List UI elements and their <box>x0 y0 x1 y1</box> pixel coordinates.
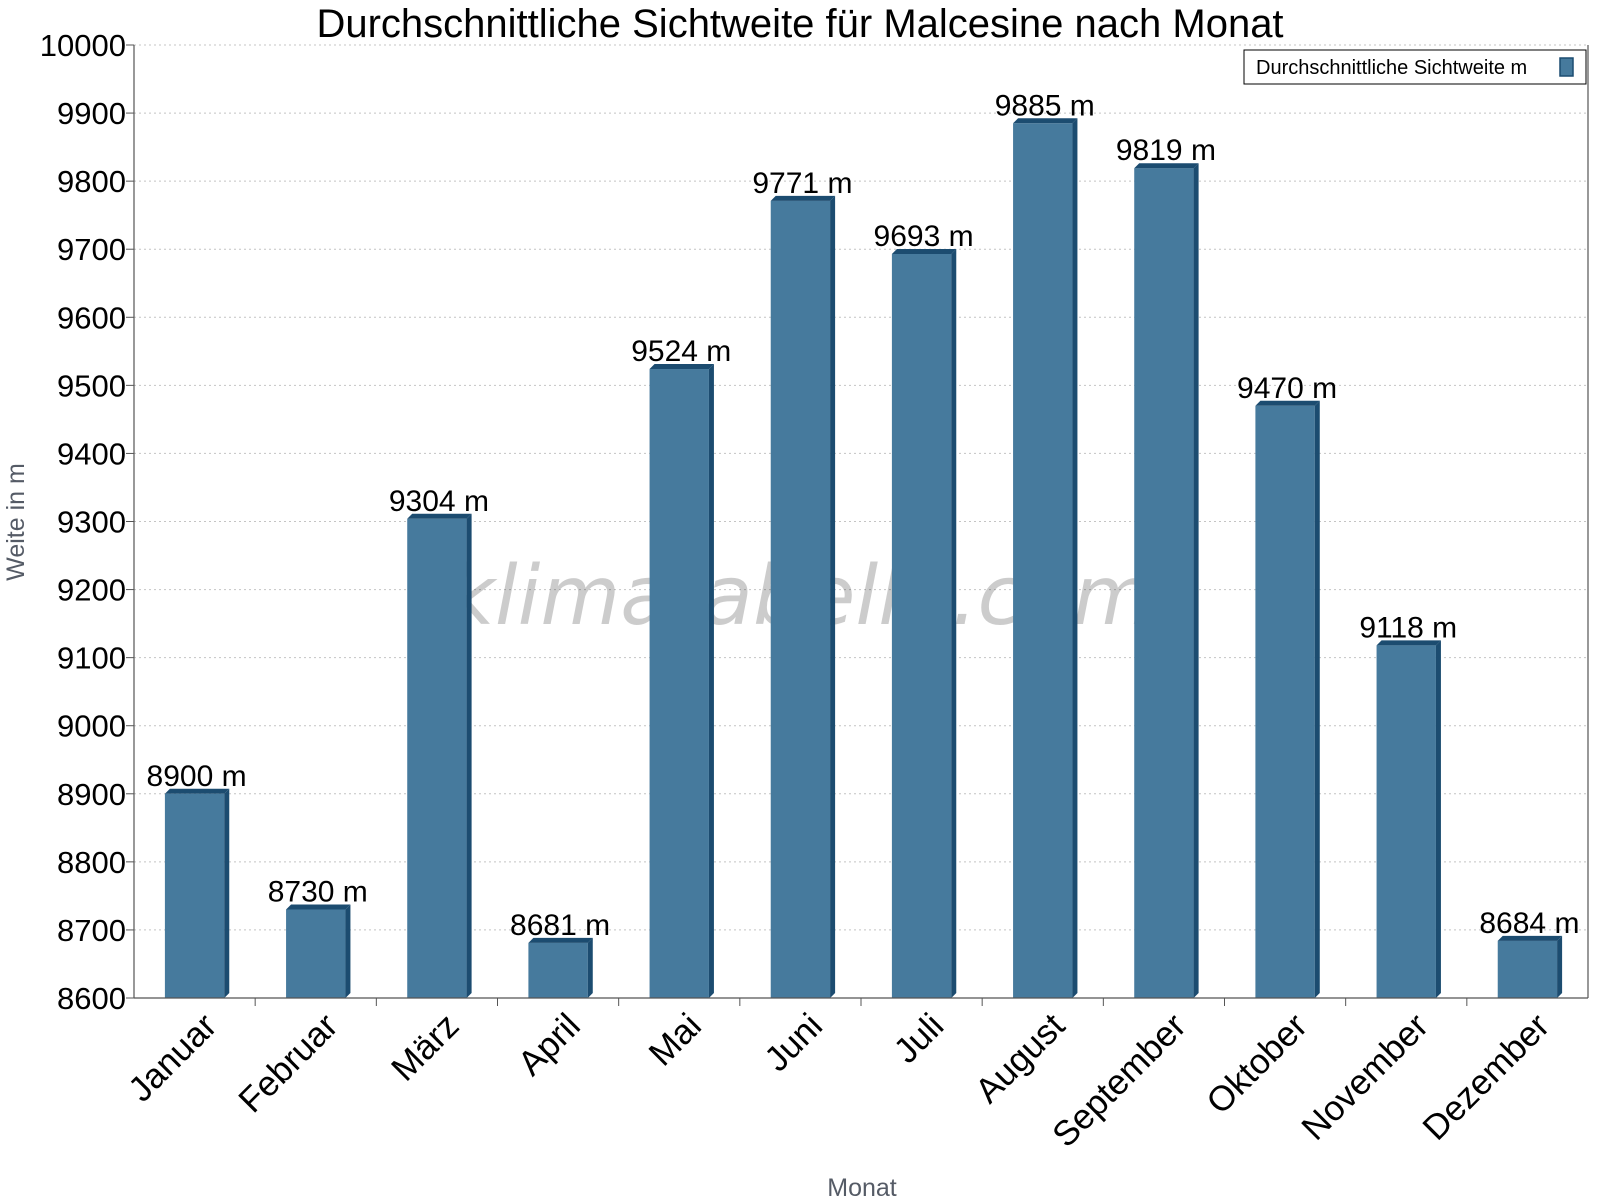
bar <box>1376 645 1436 998</box>
y-axis-ticks: 8600 8700 8800 8900 9000 9100 9200 9300 9400 9500… <box>40 28 126 1016</box>
bar-top <box>770 195 836 201</box>
bar-side <box>224 788 230 998</box>
y-tick-label: 9100 <box>57 641 126 676</box>
bar-top <box>1013 118 1078 124</box>
data-label: 8730 m <box>268 876 368 909</box>
bar-side <box>1557 935 1563 998</box>
bar-top <box>1255 400 1320 406</box>
data-label: 8684 m <box>1479 907 1579 940</box>
data-label: 9771 m <box>752 167 852 200</box>
bar-top <box>1497 935 1563 941</box>
bars <box>164 118 1563 999</box>
bar <box>1255 405 1315 998</box>
bar <box>286 909 346 998</box>
data-labels: 8900 m 8730 m 9304 m 8681 m 9524 m 9771 m 9693… <box>147 89 1580 942</box>
bar-top <box>1376 640 1441 646</box>
bar <box>891 253 952 999</box>
legend-swatch <box>1559 57 1574 77</box>
data-label: 9885 m <box>995 89 1095 122</box>
bar-side <box>345 904 351 998</box>
bar-side <box>1435 640 1441 998</box>
bar-top <box>164 788 230 794</box>
bar <box>528 942 588 998</box>
bar <box>649 369 709 998</box>
y-tick-label: 9400 <box>57 436 126 471</box>
bar-side <box>951 248 957 999</box>
bar <box>1134 168 1194 998</box>
bar <box>164 793 225 998</box>
bar-side <box>466 513 472 998</box>
y-tick-label: 8600 <box>57 981 126 1016</box>
legend-label: Durchschnittliche Sichtweite m <box>1256 57 1527 79</box>
bar <box>1013 123 1073 998</box>
x-axis-ticks: Januar Februar März April Mai Juni Juli AugustS… <box>121 1006 1557 1155</box>
y-tick-label: 9800 <box>57 164 126 199</box>
y-tick-label: 9000 <box>57 709 126 744</box>
y-tick-label: 8900 <box>57 777 126 812</box>
bar <box>770 200 831 999</box>
bar-top <box>407 513 472 519</box>
x-tick-label: November <box>1294 1006 1436 1148</box>
bar-side <box>1314 400 1320 998</box>
data-label: 8900 m <box>147 760 247 793</box>
y-tick-label: 9600 <box>57 300 126 335</box>
legend-box <box>1243 49 1587 85</box>
y-tick-label: 9700 <box>57 232 126 267</box>
bar-top <box>528 937 593 943</box>
bar-top <box>649 364 714 370</box>
y-tick-label: 9200 <box>57 573 126 608</box>
y-tick-label: 8800 <box>57 845 126 880</box>
bar-side <box>1072 118 1078 998</box>
grid <box>134 44 1588 931</box>
y-tick-label: 10000 <box>40 28 126 63</box>
data-label: 8681 m <box>510 909 610 942</box>
y-tick-label: 8700 <box>57 913 126 948</box>
x-tick-label: September <box>1045 1006 1194 1155</box>
data-label: 9819 m <box>1116 134 1216 167</box>
data-label: 9118 m <box>1359 611 1457 644</box>
bar-side <box>830 195 836 999</box>
bar-side <box>587 937 593 998</box>
y-tick-label: 9500 <box>57 368 126 403</box>
bar <box>1497 940 1558 998</box>
x-tick-label: Juli <box>887 1006 952 1071</box>
y-tick-label: 9900 <box>57 96 126 131</box>
bar-side <box>708 364 714 998</box>
bar <box>407 518 467 998</box>
y-tick-label: 9300 <box>57 505 126 540</box>
x-tick-label: August <box>968 1006 1073 1111</box>
legend: Durchschnittliche Sichtweite m <box>1243 49 1587 85</box>
x-tick-label: Oktober <box>1199 1006 1315 1122</box>
data-label: 9693 m <box>874 220 974 253</box>
x-tick-label: April <box>511 1006 588 1083</box>
x-axis-label: Monat <box>827 1174 897 1200</box>
data-label: 9524 m <box>631 335 731 368</box>
data-label: 9470 m <box>1237 372 1337 405</box>
bar-top <box>286 904 351 910</box>
bar-top <box>1134 163 1199 169</box>
x-tick-label: Dezember <box>1415 1006 1557 1148</box>
data-label: 9304 m <box>389 485 489 518</box>
x-tick-label: Juni <box>757 1006 830 1079</box>
x-tick-label: März <box>384 1006 467 1089</box>
x-tick-label: Januar <box>121 1006 224 1109</box>
chart-title: Durchschnittliche Sichtweite für Malcesi… <box>316 2 1283 46</box>
x-tick-label: Mai <box>641 1006 708 1073</box>
axes <box>126 44 1589 1006</box>
x-tick-label: Februar <box>231 1006 345 1120</box>
y-axis-label: Weite in m <box>2 463 30 581</box>
bar-top <box>891 248 957 254</box>
bar-side <box>1193 163 1199 998</box>
